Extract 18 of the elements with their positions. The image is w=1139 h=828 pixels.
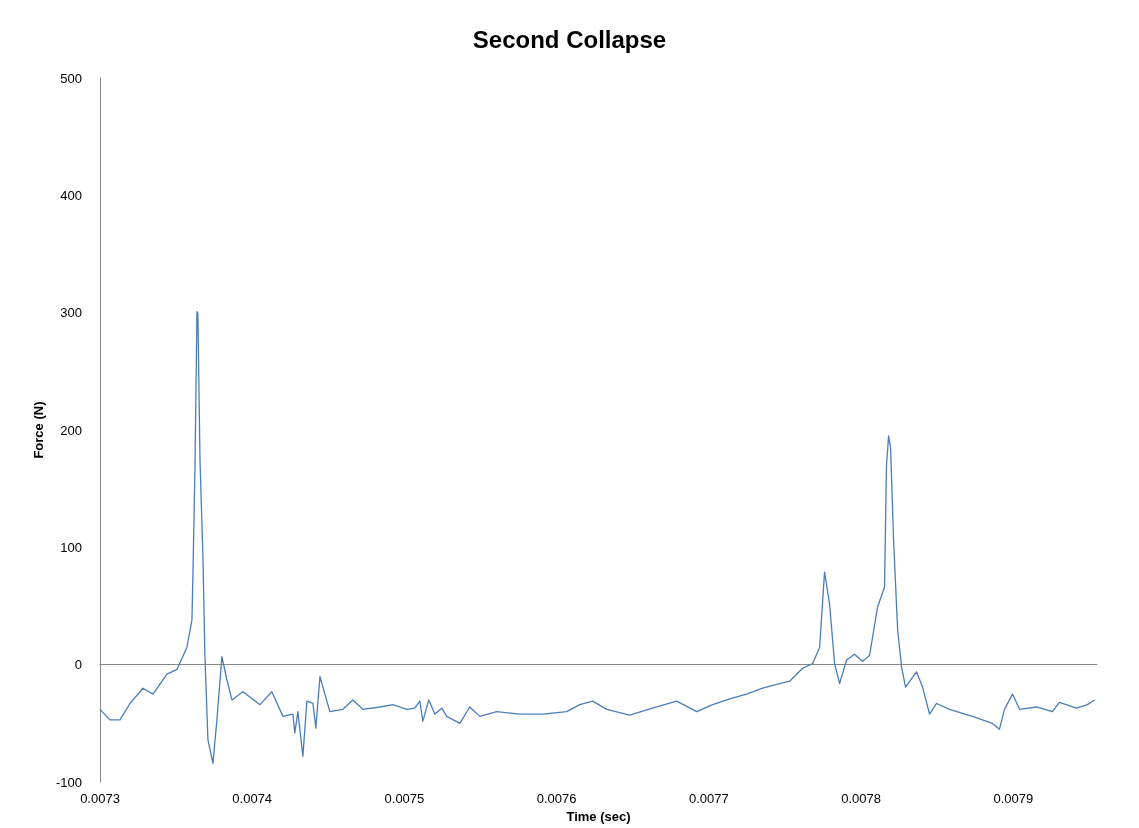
x-tick-label: 0.0077 — [688, 791, 729, 807]
x-tick-label: 0.0075 — [384, 791, 425, 807]
y-tick-label: 200 — [60, 422, 82, 438]
y-tick-label: 100 — [60, 539, 82, 555]
chart-title: Second Collapse — [472, 25, 667, 53]
x-axis-title: Time (sec) — [566, 809, 631, 824]
x-tick-label: 0.0078 — [841, 791, 881, 807]
x-tick-label: 0.0073 — [80, 791, 120, 807]
line-series — [99, 310, 1096, 764]
y-tick-label: 300 — [60, 305, 82, 321]
x-tick-label: 0.0079 — [993, 791, 1034, 807]
y-axis-title: Force (N) — [31, 401, 46, 459]
y-tick-label: 400 — [60, 187, 82, 203]
y-tick-label: -100 — [55, 774, 82, 790]
y-tick-label: 500 — [60, 70, 82, 86]
y-tick-label: 0 — [74, 657, 82, 673]
x-tick-label: 0.0076 — [536, 791, 577, 807]
x-tick-label: 0.0074 — [232, 791, 273, 807]
